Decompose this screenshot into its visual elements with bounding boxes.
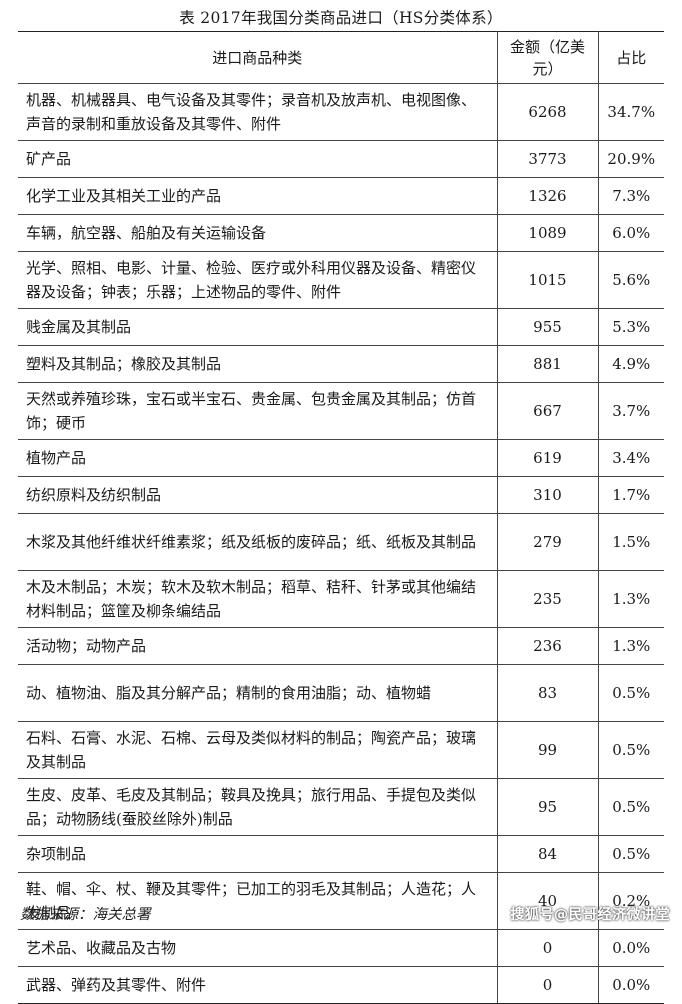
cell-amount: 955 — [497, 308, 599, 346]
table-row: 杂项制品 84 0.5% — [18, 835, 664, 873]
cell-amount: 1015 — [497, 251, 599, 309]
cell-share: 5.6% — [598, 251, 664, 309]
cell-category: 车辆，航空器、船舶及有关运输设备 — [18, 214, 498, 252]
cell-category: 鞋、帽、伞、杖、鞭及其零件；已加工的羽毛及其制品；人造花；人发制品 — [18, 872, 498, 930]
table-row: 机器、机械器具、电气设备及其零件；录音机及放声机、电视图像、声音的录制和重放设备… — [18, 83, 664, 141]
cell-amount: 619 — [497, 439, 599, 477]
table-title: 表 2017年我国分类商品进口（HS分类体系） — [179, 9, 503, 27]
cell-amount: 84 — [497, 835, 599, 873]
cell-amount: 3773 — [497, 140, 599, 178]
table-row: 武器、弹药及其零件、附件 0 0.0% — [18, 966, 664, 1004]
cell-category: 机器、机械器具、电气设备及其零件；录音机及放声机、电视图像、声音的录制和重放设备… — [18, 83, 498, 141]
table-row: 化学工业及其相关工业的产品 1326 7.3% — [18, 177, 664, 215]
table-row: 石料、石膏、水泥、石棉、云母及类似材料的制品；陶瓷产品；玻璃及其制品 99 0.… — [18, 721, 664, 779]
cell-amount: 0 — [497, 966, 599, 1004]
cell-share: 1.5% — [598, 513, 664, 571]
table-row: 车辆，航空器、船舶及有关运输设备 1089 6.0% — [18, 214, 664, 252]
cell-share: 5.3% — [598, 308, 664, 346]
table-row: 鞋、帽、伞、杖、鞭及其零件；已加工的羽毛及其制品；人造花；人发制品 40 0.2… — [18, 872, 664, 930]
cell-category: 塑料及其制品；橡胶及其制品 — [18, 345, 498, 383]
cell-amount: 236 — [497, 627, 599, 665]
header-share: 占比 — [598, 31, 664, 84]
cell-category: 木及木制品；木炭；软木及软木制品；稻草、秸秆、针茅或其他编结材料制品；篮筐及柳条… — [18, 570, 498, 628]
table-row: 木浆及其他纤维状纤维素浆；纸及纸板的废碎品；纸、纸板及其制品 279 1.5% — [18, 513, 664, 571]
cell-share: 6.0% — [598, 214, 664, 252]
cell-share: 3.7% — [598, 382, 664, 440]
cell-share: 0.5% — [598, 778, 664, 836]
cell-share: 3.4% — [598, 439, 664, 477]
cell-amount: 279 — [497, 513, 599, 571]
cell-share: 7.3% — [598, 177, 664, 215]
cell-amount: 310 — [497, 476, 599, 514]
cell-category: 纺织原料及纺织制品 — [18, 476, 498, 514]
cell-share: 4.9% — [598, 345, 664, 383]
watermark: 搜狐号@民哥经济微讲堂 — [510, 907, 670, 923]
table-row: 活动物；动物产品 236 1.3% — [18, 627, 664, 665]
cell-amount: 40 — [497, 872, 599, 930]
cell-amount: 0 — [497, 929, 599, 967]
cell-amount: 235 — [497, 570, 599, 628]
cell-share: 0.5% — [598, 835, 664, 873]
cell-share: 1.3% — [598, 570, 664, 628]
cell-share: 20.9% — [598, 140, 664, 178]
cell-amount: 1326 — [497, 177, 599, 215]
table-row: 艺术品、收藏品及古物 0 0.0% — [18, 929, 664, 967]
cell-category: 木浆及其他纤维状纤维素浆；纸及纸板的废碎品；纸、纸板及其制品 — [18, 513, 498, 571]
cell-category: 光学、照相、电影、计量、检验、医疗或外科用仪器及设备、精密仪器及设备；钟表；乐器… — [18, 251, 498, 309]
cell-share: 0.5% — [598, 664, 664, 722]
cell-category: 杂项制品 — [18, 835, 498, 873]
import-table: 进口商品种类 金额（亿美元） 占比 机器、机械器具、电气设备及其零件；录音机及放… — [18, 31, 664, 1004]
table-row: 矿产品 3773 20.9% — [18, 140, 664, 178]
cell-amount: 83 — [497, 664, 599, 722]
table-row: 贱金属及其制品 955 5.3% — [18, 308, 664, 346]
cell-amount: 99 — [497, 721, 599, 779]
header-amount: 金额（亿美元） — [497, 31, 599, 84]
header-category: 进口商品种类 — [18, 31, 498, 84]
cell-category: 艺术品、收藏品及古物 — [18, 929, 498, 967]
cell-amount: 881 — [497, 345, 599, 383]
cell-share: 1.3% — [598, 627, 664, 665]
cell-category: 动、植物油、脂及其分解产品；精制的食用油脂；动、植物蜡 — [18, 664, 498, 722]
cell-share: 1.7% — [598, 476, 664, 514]
table-header-row: 进口商品种类 金额（亿美元） 占比 — [18, 31, 664, 84]
cell-amount: 667 — [497, 382, 599, 440]
cell-share: 0.5% — [598, 721, 664, 779]
cell-amount: 1089 — [497, 214, 599, 252]
cell-category: 武器、弹药及其零件、附件 — [18, 966, 498, 1004]
table-row: 木及木制品；木炭；软木及软木制品；稻草、秸秆、针茅或其他编结材料制品；篮筐及柳条… — [18, 570, 664, 628]
table-row: 动、植物油、脂及其分解产品；精制的食用油脂；动、植物蜡 83 0.5% — [18, 664, 664, 722]
table-row: 光学、照相、电影、计量、检验、医疗或外科用仪器及设备、精密仪器及设备；钟表；乐器… — [18, 251, 664, 309]
cell-category: 石料、石膏、水泥、石棉、云母及类似材料的制品；陶瓷产品；玻璃及其制品 — [18, 721, 498, 779]
table-row: 天然或养殖珍珠，宝石或半宝石、贵金属、包贵金属及其制品；仿首饰；硬币 667 3… — [18, 382, 664, 440]
cell-category: 矿产品 — [18, 140, 498, 178]
table-row: 塑料及其制品；橡胶及其制品 881 4.9% — [18, 345, 664, 383]
cell-category: 化学工业及其相关工业的产品 — [18, 177, 498, 215]
cell-category: 贱金属及其制品 — [18, 308, 498, 346]
table-row: 生皮、皮革、毛皮及其制品；鞍具及挽具；旅行用品、手提包及类似品；动物肠线(蚕胶丝… — [18, 778, 664, 836]
cell-category: 活动物；动物产品 — [18, 627, 498, 665]
cell-category: 植物产品 — [18, 439, 498, 477]
cell-share: 34.7% — [598, 83, 664, 141]
cell-amount: 95 — [497, 778, 599, 836]
data-source-note: 数据来源：海关总署 — [20, 907, 151, 923]
cell-amount: 6268 — [497, 83, 599, 141]
cell-category: 天然或养殖珍珠，宝石或半宝石、贵金属、包贵金属及其制品；仿首饰；硬币 — [18, 382, 498, 440]
cell-category: 生皮、皮革、毛皮及其制品；鞍具及挽具；旅行用品、手提包及类似品；动物肠线(蚕胶丝… — [18, 778, 498, 836]
cell-share: 0.0% — [598, 929, 664, 967]
table-row: 纺织原料及纺织制品 310 1.7% — [18, 476, 664, 514]
cell-share: 0.0% — [598, 966, 664, 1004]
table-row: 植物产品 619 3.4% — [18, 439, 664, 477]
